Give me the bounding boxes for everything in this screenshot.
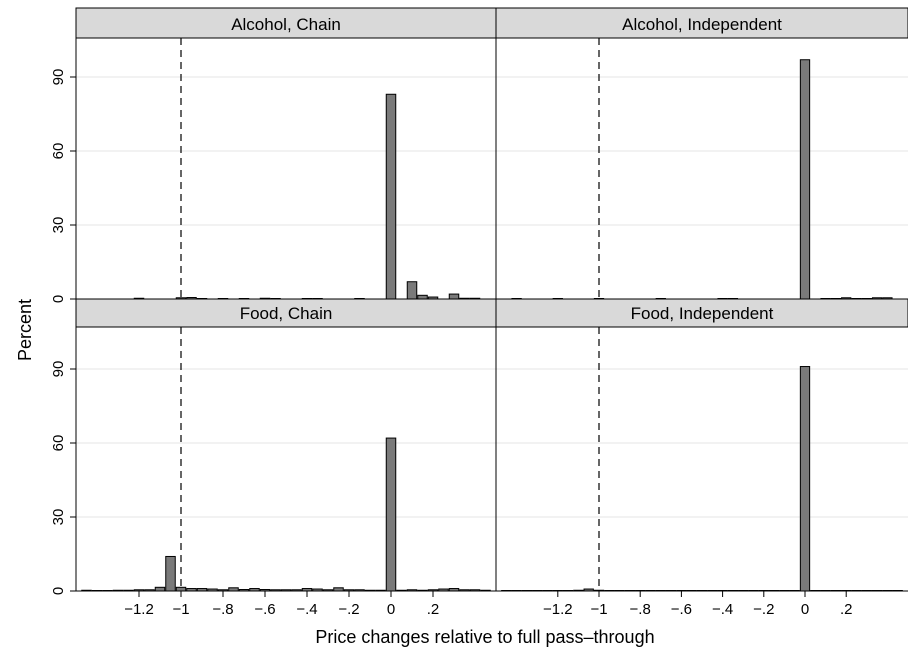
x-tick-label: −.6 [671,601,692,618]
x-tick-label: −1 [590,601,607,618]
bar [800,60,809,299]
bar [407,282,417,299]
bar [155,587,165,591]
panel-food-independent: Food, Independent [496,299,908,591]
x-tick-label: −.6 [254,601,275,618]
x-tick-label: .2 [840,601,853,618]
panel-title: Food, Chain [240,304,333,323]
x-tick-label: .2 [427,601,440,618]
y-axis-title: Percent [15,299,35,361]
y-tick-label: 0 [50,295,67,303]
bar [418,295,428,299]
panel-title: Alcohol, Chain [231,15,341,34]
panel-alcohol-independent: Alcohol, Independent [496,8,908,299]
y-tick-label: 0 [50,587,67,595]
panel-food-chain: Food, Chain [76,299,496,591]
x-tick-label: 0 [801,601,809,618]
y-tick-label: 30 [50,217,67,234]
panel-alcohol-chain: Alcohol, Chain [76,8,496,299]
bar [449,294,459,299]
bar [386,438,396,591]
x-tick-label: −.8 [630,601,651,618]
x-tick-label: −.2 [753,601,774,618]
x-tick-label: −.8 [212,601,233,618]
panel-title: Food, Independent [631,304,774,323]
x-tick-label: −1 [172,601,189,618]
y-tick-label: 60 [50,435,67,452]
bar [166,556,176,591]
panel-title: Alcohol, Independent [622,15,782,34]
y-tick-label: 30 [50,509,67,526]
y-tick-label: 60 [50,143,67,160]
x-tick-label: −.4 [712,601,733,618]
x-tick-label: −1.2 [124,601,154,618]
x-tick-label: −.2 [338,601,359,618]
bar [386,94,396,299]
x-tick-label: 0 [387,601,395,618]
bar [176,587,186,591]
bar [800,367,809,591]
x-tick-label: −1.2 [543,601,573,618]
x-axis-title: Price changes relative to full pass–thro… [315,627,654,647]
x-tick-label: −.4 [296,601,317,618]
y-tick-label: 90 [50,69,67,86]
y-tick-label: 90 [50,361,67,378]
